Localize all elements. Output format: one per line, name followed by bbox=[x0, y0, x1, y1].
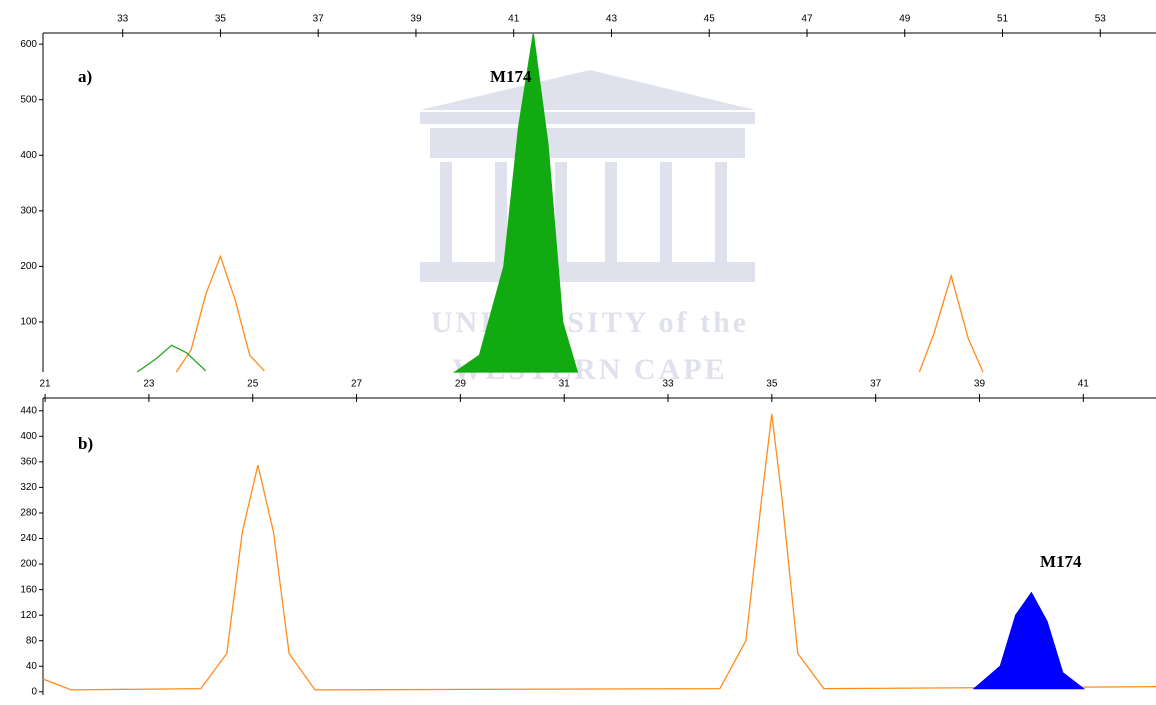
peak-trace bbox=[972, 591, 1086, 690]
annotation: b) bbox=[78, 434, 93, 453]
watermark-building bbox=[420, 70, 755, 282]
annotation: M174 bbox=[1040, 552, 1082, 571]
peak-trace bbox=[452, 33, 579, 373]
x-tick-label: 23 bbox=[143, 379, 155, 390]
x-tick-label: 41 bbox=[1078, 379, 1090, 390]
x-tick-label: 37 bbox=[870, 379, 882, 390]
x-tick-label: 39 bbox=[410, 14, 422, 25]
x-tick-label: 33 bbox=[662, 379, 674, 390]
x-tick-label: 27 bbox=[351, 379, 363, 390]
y-tick-label: 200 bbox=[20, 559, 37, 570]
y-tick-label: 300 bbox=[20, 205, 37, 216]
x-tick-label: 41 bbox=[508, 14, 520, 25]
x-tick-label: 39 bbox=[974, 379, 986, 390]
y-tick-label: 100 bbox=[20, 317, 37, 328]
x-tick-label: 43 bbox=[606, 14, 618, 25]
y-tick-label: 280 bbox=[20, 508, 37, 519]
watermark-text: UNIVERSITY of the bbox=[431, 306, 749, 339]
x-tick-label: 35 bbox=[766, 379, 778, 390]
peak-trace bbox=[175, 254, 265, 373]
x-tick-label: 47 bbox=[801, 14, 813, 25]
x-tick-label: 35 bbox=[215, 14, 227, 25]
peak-trace bbox=[136, 344, 207, 373]
x-tick-label: 25 bbox=[247, 379, 259, 390]
x-tick-label: 21 bbox=[40, 379, 52, 390]
y-tick-label: 120 bbox=[20, 610, 37, 621]
y-tick-label: 360 bbox=[20, 457, 37, 468]
y-tick-label: 320 bbox=[20, 482, 37, 493]
x-tick-label: 33 bbox=[117, 14, 129, 25]
y-tick-label: 80 bbox=[26, 635, 38, 646]
peak-trace bbox=[918, 273, 984, 373]
y-tick-label: 0 bbox=[31, 686, 37, 697]
peak-trace bbox=[42, 413, 1156, 691]
x-tick-label: 31 bbox=[559, 379, 571, 390]
y-tick-label: 200 bbox=[20, 261, 37, 272]
x-tick-label: 37 bbox=[313, 14, 325, 25]
y-tick-label: 400 bbox=[20, 150, 37, 161]
y-tick-label: 40 bbox=[26, 661, 38, 672]
x-tick-label: 51 bbox=[997, 14, 1009, 25]
y-tick-label: 440 bbox=[20, 405, 37, 416]
annotation: M174 bbox=[490, 67, 532, 86]
x-tick-label: 29 bbox=[455, 379, 467, 390]
x-tick-label: 53 bbox=[1095, 14, 1107, 25]
y-tick-label: 500 bbox=[20, 94, 37, 105]
y-tick-label: 240 bbox=[20, 533, 37, 544]
y-tick-label: 160 bbox=[20, 584, 37, 595]
annotation: a) bbox=[78, 67, 92, 86]
x-tick-label: 49 bbox=[899, 14, 911, 25]
y-tick-label: 400 bbox=[20, 431, 37, 442]
x-tick-label: 45 bbox=[704, 14, 716, 25]
y-tick-label: 600 bbox=[20, 39, 37, 50]
